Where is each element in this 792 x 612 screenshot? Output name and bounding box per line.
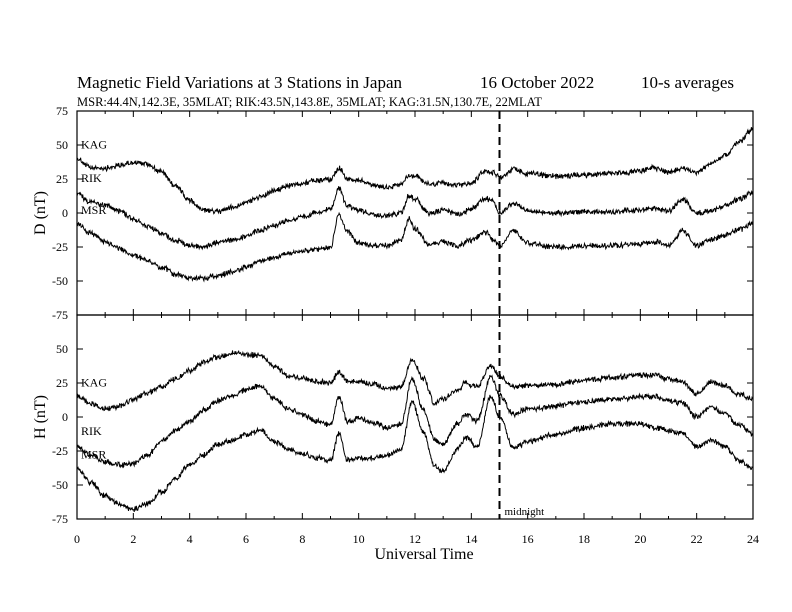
d-ytick-label: 0 — [62, 206, 68, 220]
x-tick-label: 16 — [522, 532, 534, 546]
x-tick-label: 4 — [187, 532, 193, 546]
d-panel: 75 50 25 0 -25 -50 -75 KAG RIK MSR — [52, 104, 754, 322]
chart-averaging: 10-s averages — [641, 73, 734, 92]
d-axis-label: D (nT) — [32, 191, 49, 235]
h-panel: 50 25 0 -25 -50 -75 KAG RIK MSR — [52, 314, 754, 526]
h-series-label-rik: RIK — [81, 424, 102, 438]
h-ytick-label: -50 — [52, 478, 68, 492]
x-axis-label: Universal Time — [374, 546, 473, 563]
x-tick-label: 0 — [74, 532, 80, 546]
d-ytick-label: 75 — [56, 104, 68, 118]
h-panel-frame — [76, 314, 754, 520]
h-series-label-msr: MSR — [81, 448, 106, 462]
x-tick-label: 14 — [465, 532, 477, 546]
d-series-label-kag: KAG — [81, 138, 107, 152]
h-series-label-kag: KAG — [81, 376, 107, 390]
x-tick-label: 2 — [130, 532, 136, 546]
x-tick-label: 20 — [634, 532, 646, 546]
x-tick-label: 18 — [578, 532, 590, 546]
d-series-label-rik: RIK — [81, 171, 102, 185]
d-ytick-label: -50 — [52, 274, 68, 288]
h-ytick-label: -75 — [52, 512, 68, 526]
d-series-label-msr: MSR — [81, 203, 106, 217]
d-series-kag — [76, 126, 754, 215]
d-ytick-label: -75 — [52, 308, 68, 322]
x-tick-label: 8 — [299, 532, 305, 546]
h-series-kag — [76, 349, 754, 412]
d-panel-frame — [76, 110, 754, 316]
x-tick-label: 24 — [747, 532, 759, 546]
h-ytick-label: 50 — [56, 342, 68, 356]
h-ytick-label: 25 — [56, 376, 68, 390]
h-ytick-label: -25 — [52, 444, 68, 458]
x-axis: 0 2 4 6 8 10 12 14 16 18 20 22 24 — [74, 111, 759, 546]
x-tick-label: 10 — [353, 532, 365, 546]
h-series-msr — [76, 394, 754, 513]
d-ytick-label: 50 — [56, 138, 68, 152]
d-ytick-label: -25 — [52, 240, 68, 254]
chart-subtitle: MSR:44.4N,142.3E, 35MLAT; RIK:43.5N,143.… — [77, 95, 542, 109]
midnight-label: midnight — [505, 506, 545, 518]
x-tick-label: 12 — [409, 532, 421, 546]
chart-date: 16 October 2022 — [480, 73, 594, 92]
d-series-msr — [76, 211, 754, 283]
d-series-rik — [76, 186, 754, 251]
h-series-rik — [76, 374, 754, 469]
x-tick-label: 6 — [243, 532, 249, 546]
chart-title: Magnetic Field Variations at 3 Stations … — [77, 73, 403, 92]
x-tick-label: 22 — [691, 532, 703, 546]
h-axis-label: H (nT) — [32, 395, 49, 439]
d-ytick-label: 25 — [56, 172, 68, 186]
h-ytick-label: 0 — [62, 410, 68, 424]
